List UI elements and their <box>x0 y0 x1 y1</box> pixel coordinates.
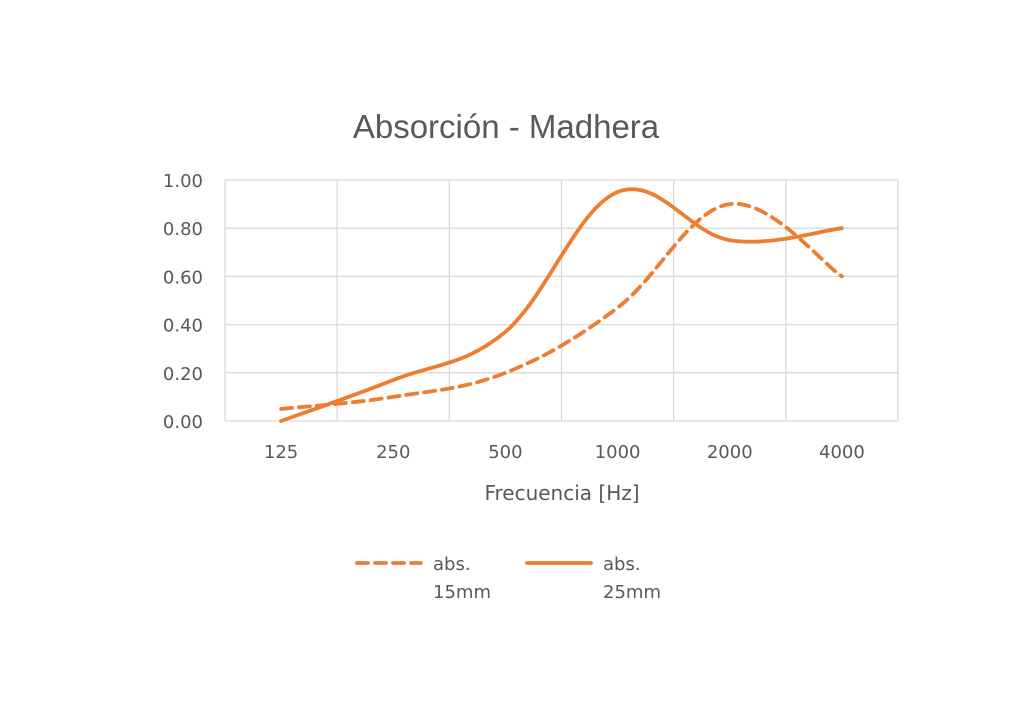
y-tick-label: 0.20 <box>163 364 203 385</box>
y-axis-ticks: 0.00 0.20 0.40 0.60 0.80 1.00 <box>163 171 203 433</box>
y-tick-label: 0.00 <box>163 412 203 433</box>
x-tick-label: 1000 <box>595 442 641 463</box>
x-axis-ticks: 125 250 500 1000 2000 4000 <box>264 442 865 463</box>
series-line-0 <box>279 202 844 411</box>
y-tick-label: 0.60 <box>163 267 203 288</box>
legend: abs. 15mm abs. 25mm <box>355 554 661 603</box>
y-tick-label: 1.00 <box>163 171 203 192</box>
y-tick-label: 0.40 <box>163 316 203 337</box>
legend-label: 15mm <box>433 582 491 603</box>
x-tick-label: 250 <box>376 442 410 463</box>
chart-title: Absorción - Madhera <box>353 108 660 145</box>
x-tick-label: 4000 <box>819 442 865 463</box>
y-tick-label: 0.80 <box>163 219 203 240</box>
legend-label: 25mm <box>603 582 661 603</box>
x-tick-label: 2000 <box>707 442 753 463</box>
legend-label: abs. <box>603 554 641 575</box>
grid-lines <box>224 179 899 422</box>
x-tick-label: 500 <box>488 442 522 463</box>
x-axis-title: Frecuencia [Hz] <box>484 481 639 505</box>
series-group <box>279 187 844 423</box>
legend-label: abs. <box>433 554 471 575</box>
x-tick-label: 125 <box>264 442 298 463</box>
series-line-1 <box>279 187 844 423</box>
